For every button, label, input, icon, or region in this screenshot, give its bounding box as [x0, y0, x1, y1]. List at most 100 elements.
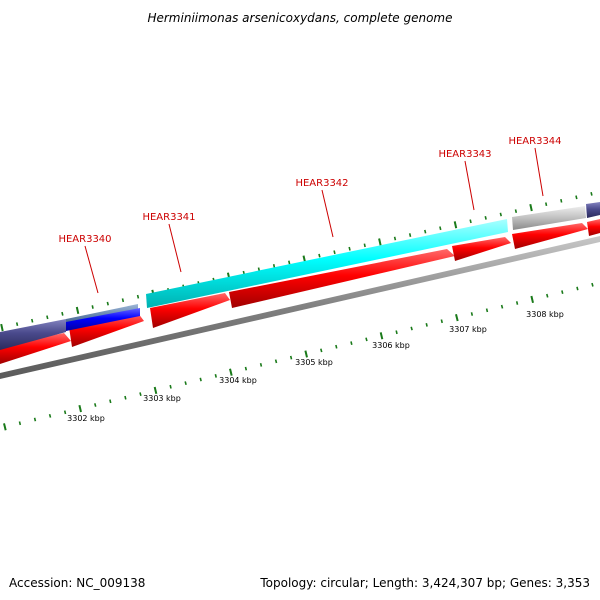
minor-tick [546, 293, 549, 298]
gene-track [0, 202, 600, 350]
label-leader [84, 245, 99, 294]
minor-tick [109, 399, 112, 404]
major-tick [455, 313, 459, 322]
kbp-label: 3304 kbp [219, 376, 257, 385]
gene-labels: HEAR3340 HEAR3341 HEAR3342 HEAR3343 HEAR… [58, 136, 562, 294]
minor-tick [288, 260, 291, 265]
minor-tick [408, 233, 412, 237]
minor-tick [63, 410, 67, 415]
minor-tick [545, 202, 548, 207]
major-tick [378, 238, 382, 246]
minor-tick [470, 312, 474, 316]
topology-summary: Topology: circular; Length: 3,424,307 bp… [259, 576, 590, 590]
minor-tick [31, 318, 34, 323]
major-tick [379, 332, 384, 340]
minor-tick [169, 384, 172, 389]
major-tick [529, 203, 533, 212]
minor-tick [500, 304, 504, 309]
minor-tick [348, 246, 351, 251]
major-tick [229, 368, 233, 376]
minor-tick [515, 301, 519, 305]
minor-tick [576, 286, 579, 291]
kbp-label: 3306 kbp [372, 341, 410, 350]
major-tick [453, 221, 458, 229]
minor-tick [121, 298, 125, 303]
minor-tick [94, 403, 97, 407]
gene-label: HEAR3344 [508, 136, 561, 147]
cds-arrow [0, 333, 71, 364]
minor-tick [18, 421, 22, 426]
minor-tick [484, 216, 487, 220]
minor-tick [136, 294, 140, 299]
major-tick [3, 423, 7, 431]
minor-tick [439, 226, 442, 231]
minor-tick [424, 229, 427, 234]
major-tick [530, 295, 534, 304]
minor-tick [15, 322, 19, 326]
label-leader [321, 189, 334, 238]
minor-tick [244, 366, 248, 371]
minor-tick [363, 243, 366, 248]
major-tick [153, 386, 158, 395]
gene-label: HEAR3343 [438, 149, 491, 160]
gene-label: HEAR3342 [295, 178, 348, 189]
minor-tick [318, 253, 321, 258]
inner-tick-track [3, 282, 594, 431]
minor-tick [199, 377, 202, 382]
minor-tick [333, 250, 336, 255]
minor-tick [214, 374, 217, 378]
minor-tick [410, 326, 413, 331]
minor-tick [106, 301, 109, 306]
minor-tick [499, 212, 502, 217]
major-tick [0, 323, 4, 332]
kbp-label: 3302 kbp [67, 414, 105, 423]
label-leader [168, 223, 182, 273]
major-tick [75, 306, 80, 315]
gene-block-blue [66, 308, 140, 331]
accession-label: Accession: NC_009138 [9, 576, 145, 590]
minor-tick [272, 264, 276, 268]
minor-tick [591, 282, 594, 287]
cds-arrow [229, 249, 455, 308]
forward-cds-track [0, 219, 600, 364]
minor-tick [590, 192, 593, 196]
minor-tick [335, 344, 338, 349]
minor-tick [365, 337, 368, 342]
minor-tick [575, 195, 578, 200]
minor-tick [393, 236, 397, 241]
minor-tick [440, 319, 443, 324]
minor-tick [259, 363, 263, 367]
minor-tick [289, 355, 293, 360]
minor-tick [350, 341, 353, 345]
minor-tick [184, 381, 187, 386]
minor-tick [91, 305, 94, 309]
minor-tick [257, 267, 261, 272]
minor-tick [485, 308, 489, 313]
label-leader [464, 160, 475, 211]
kbp-label: 3303 kbp [143, 394, 181, 403]
minor-tick [320, 348, 323, 353]
gene-block-cyan [146, 219, 508, 308]
minor-tick [61, 311, 64, 316]
gene-label: HEAR3340 [58, 234, 111, 245]
backbone [0, 236, 600, 379]
major-tick [78, 404, 82, 413]
map-title: Herminiimonas arsenicoxydans, complete g… [147, 11, 452, 25]
kbp-labels: 3302 kbp 3303 kbp 3304 kbp 3305 kbp 3306… [67, 310, 564, 423]
gene-block-grey [512, 206, 586, 230]
gene-label: HEAR3341 [142, 212, 195, 223]
minor-tick [124, 395, 127, 400]
minor-tick [514, 209, 518, 213]
minor-tick [274, 359, 278, 364]
cds-arrow [150, 293, 230, 328]
minor-tick [139, 392, 142, 397]
gene-block-navy [0, 319, 66, 350]
cds-arrow [69, 313, 144, 347]
kbp-label: 3308 kbp [526, 310, 564, 319]
minor-tick [469, 219, 472, 224]
label-leader [534, 147, 544, 197]
gene-block-navy [586, 202, 600, 218]
cds-arrow [587, 219, 600, 236]
major-tick [304, 350, 308, 358]
